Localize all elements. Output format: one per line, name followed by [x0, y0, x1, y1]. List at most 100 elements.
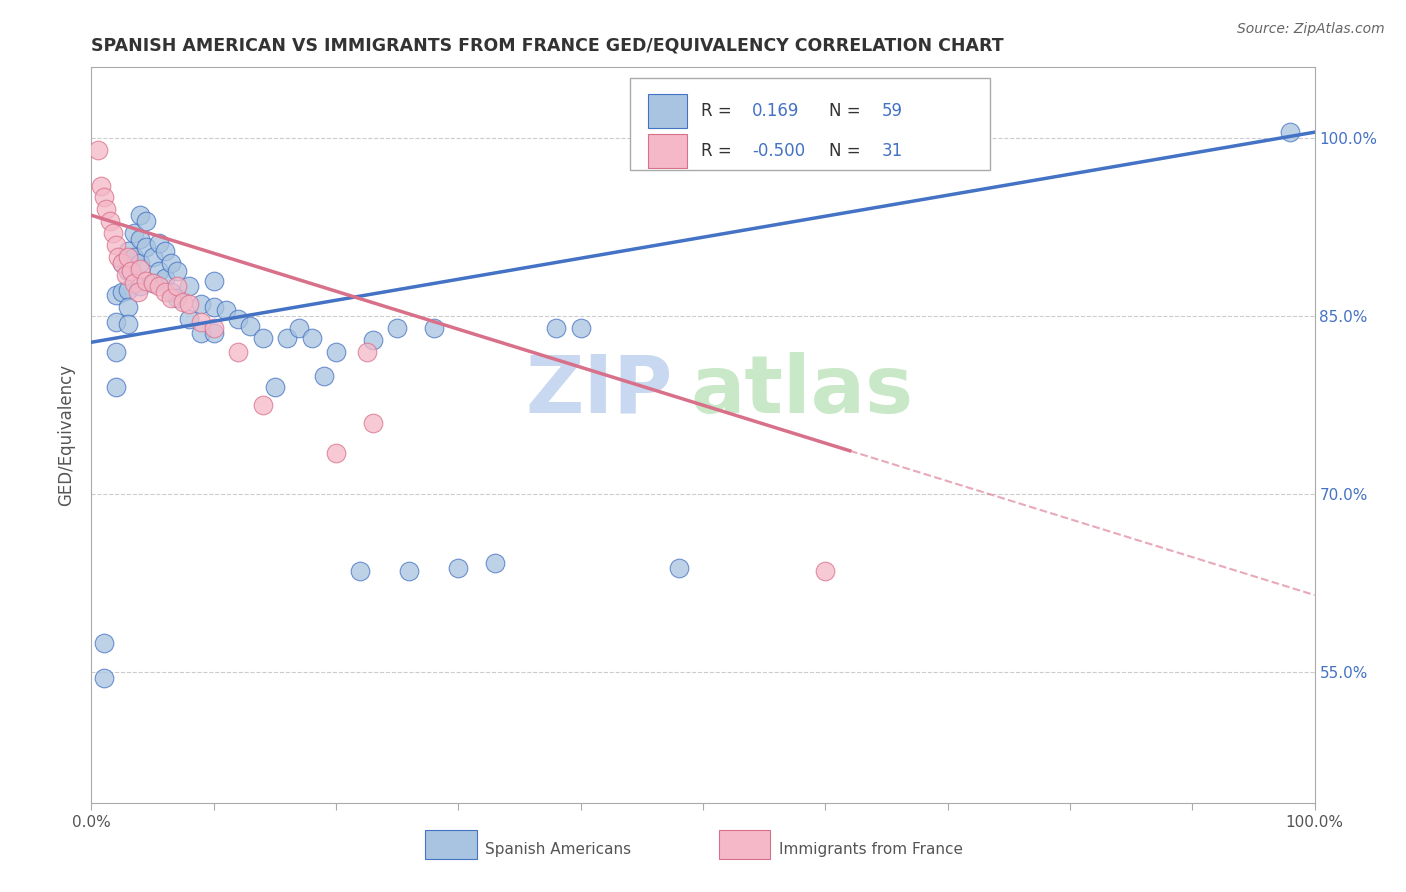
- Point: [104, 287, 127, 301]
- Point: [349, 565, 371, 579]
- Point: [117, 318, 139, 332]
- Point: [117, 264, 139, 278]
- Point: [148, 264, 170, 278]
- Point: [117, 283, 139, 297]
- Point: [202, 300, 225, 314]
- Point: [141, 250, 163, 264]
- Point: [814, 565, 837, 579]
- Point: [179, 297, 201, 311]
- Point: [98, 214, 121, 228]
- Point: [202, 326, 225, 340]
- Point: [135, 214, 157, 228]
- Point: [135, 240, 157, 254]
- Point: [264, 380, 287, 394]
- Point: [141, 276, 163, 290]
- Point: [1279, 125, 1302, 139]
- Point: [179, 311, 201, 326]
- Text: R =: R =: [700, 103, 731, 120]
- Point: [111, 256, 134, 270]
- Point: [166, 264, 188, 278]
- Point: [117, 300, 139, 314]
- Point: [385, 321, 409, 335]
- Text: 0.169: 0.169: [752, 103, 799, 120]
- Point: [104, 380, 127, 394]
- Point: [312, 368, 335, 383]
- FancyBboxPatch shape: [648, 134, 688, 168]
- FancyBboxPatch shape: [426, 830, 477, 860]
- Point: [215, 303, 238, 318]
- Point: [135, 274, 157, 288]
- Point: [114, 268, 136, 282]
- Text: -0.500: -0.500: [752, 142, 806, 160]
- Point: [148, 235, 170, 250]
- Point: [153, 285, 176, 300]
- Point: [276, 330, 298, 344]
- Text: Spanish Americans: Spanish Americans: [485, 842, 631, 856]
- Point: [120, 264, 142, 278]
- Point: [160, 291, 183, 305]
- Point: [160, 285, 183, 300]
- FancyBboxPatch shape: [718, 830, 770, 860]
- Point: [226, 344, 249, 359]
- Point: [93, 190, 115, 204]
- Point: [202, 321, 225, 335]
- Point: [129, 208, 152, 222]
- Point: [153, 244, 176, 258]
- Point: [129, 256, 152, 270]
- Point: [104, 238, 127, 252]
- Point: [129, 261, 152, 276]
- Point: [111, 285, 134, 300]
- Point: [93, 635, 115, 649]
- Text: Immigrants from France: Immigrants from France: [779, 842, 963, 856]
- Point: [86, 143, 108, 157]
- Point: [172, 294, 194, 309]
- Point: [160, 256, 183, 270]
- Point: [252, 330, 274, 344]
- Text: atlas: atlas: [690, 351, 914, 430]
- Point: [93, 671, 115, 685]
- Point: [447, 561, 470, 575]
- Point: [325, 445, 347, 459]
- Point: [484, 556, 506, 570]
- Point: [569, 321, 592, 335]
- Point: [122, 250, 145, 264]
- Text: 31: 31: [882, 142, 903, 160]
- Text: 59: 59: [882, 103, 903, 120]
- Text: SPANISH AMERICAN VS IMMIGRANTS FROM FRANCE GED/EQUIVALENCY CORRELATION CHART: SPANISH AMERICAN VS IMMIGRANTS FROM FRAN…: [91, 37, 1004, 54]
- Point: [111, 256, 134, 270]
- Point: [107, 250, 129, 264]
- Point: [361, 333, 384, 347]
- Point: [166, 291, 188, 305]
- Point: [190, 297, 212, 311]
- Text: N =: N =: [830, 142, 860, 160]
- Point: [226, 311, 249, 326]
- Point: [288, 321, 311, 335]
- Point: [190, 315, 212, 329]
- Point: [104, 344, 127, 359]
- Point: [117, 244, 139, 258]
- Point: [122, 276, 145, 290]
- Text: R =: R =: [700, 142, 731, 160]
- Point: [103, 226, 125, 240]
- Point: [129, 279, 152, 293]
- Point: [166, 279, 188, 293]
- Text: ZIP: ZIP: [526, 351, 673, 430]
- Point: [398, 565, 420, 579]
- Y-axis label: GED/Equivalency: GED/Equivalency: [58, 364, 76, 506]
- FancyBboxPatch shape: [648, 95, 688, 128]
- Point: [153, 271, 176, 285]
- Point: [325, 344, 347, 359]
- Point: [252, 398, 274, 412]
- Point: [202, 274, 225, 288]
- Point: [190, 326, 212, 340]
- Point: [361, 416, 384, 430]
- Point: [129, 232, 152, 246]
- Point: [141, 276, 163, 290]
- Point: [94, 202, 117, 217]
- Point: [356, 344, 378, 359]
- Point: [122, 226, 145, 240]
- Point: [239, 318, 262, 333]
- Point: [104, 315, 127, 329]
- Point: [127, 285, 149, 300]
- Point: [668, 561, 690, 575]
